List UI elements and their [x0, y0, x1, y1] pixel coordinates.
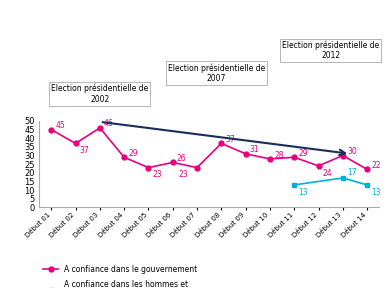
Text: 31: 31	[250, 145, 259, 154]
Text: 17: 17	[347, 168, 357, 177]
Text: 26: 26	[177, 154, 187, 163]
Legend: A confiance dans le gouvernement, A confiance dans les hommes et
femmes politiqu: A confiance dans le gouvernement, A conf…	[43, 265, 197, 288]
Text: 23: 23	[179, 170, 188, 179]
Text: Election présidentielle de
2002: Election présidentielle de 2002	[51, 84, 149, 104]
Text: 13: 13	[298, 187, 308, 197]
Text: 45: 45	[56, 121, 65, 130]
Text: 29: 29	[298, 149, 308, 158]
Text: 30: 30	[347, 147, 357, 156]
Text: Election présidentielle de
2007: Election présidentielle de 2007	[168, 63, 265, 83]
Text: 28: 28	[274, 151, 283, 160]
Text: 23: 23	[152, 170, 162, 179]
Text: 22: 22	[371, 161, 381, 170]
Text: 24: 24	[323, 168, 332, 178]
Text: 29: 29	[128, 149, 138, 158]
Text: 37: 37	[80, 146, 90, 155]
Text: Election présidentielle de
2012: Election présidentielle de 2012	[282, 41, 379, 60]
Text: 46: 46	[104, 120, 114, 128]
Text: 37: 37	[226, 135, 235, 144]
Text: 13: 13	[371, 187, 381, 197]
